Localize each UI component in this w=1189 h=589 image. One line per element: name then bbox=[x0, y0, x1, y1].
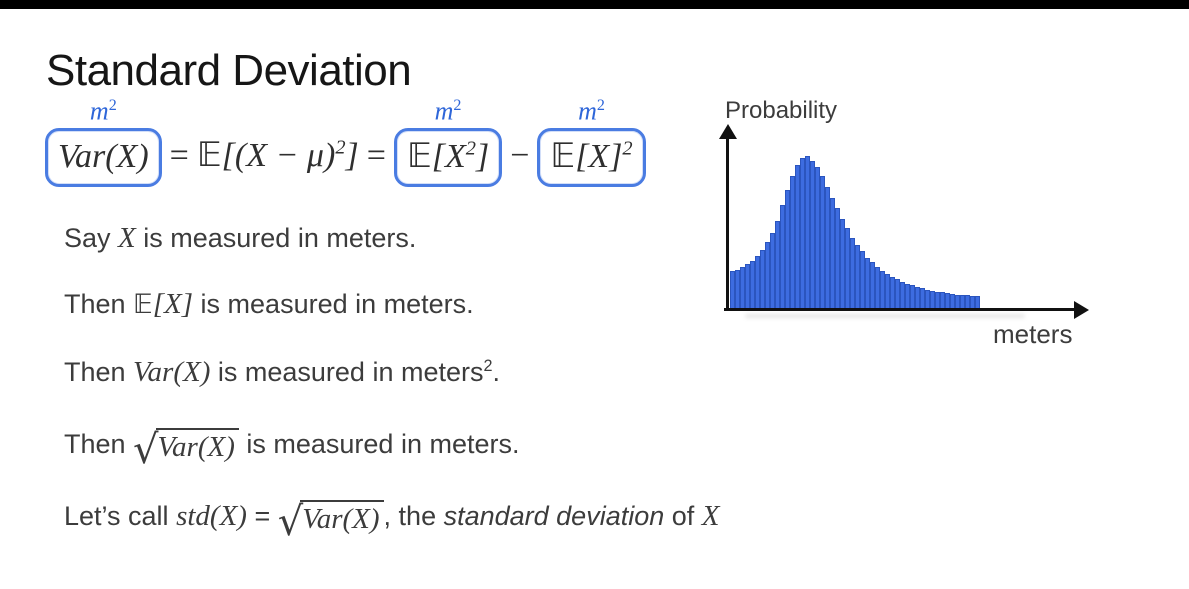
histogram-bar bbox=[795, 165, 800, 310]
histogram-bar bbox=[915, 287, 920, 310]
x-axis-label: meters bbox=[993, 319, 1073, 349]
histogram-bar bbox=[945, 293, 950, 310]
histogram-bar bbox=[775, 221, 780, 310]
histogram-bar bbox=[750, 261, 755, 310]
histogram-bar bbox=[930, 291, 935, 310]
y-axis-line bbox=[726, 138, 729, 311]
radical-icon: √ bbox=[277, 499, 304, 545]
histogram-bar bbox=[895, 279, 900, 310]
histogram-bar bbox=[905, 284, 910, 310]
histogram-bar bbox=[855, 245, 860, 310]
histogram-bar bbox=[965, 295, 970, 310]
histogram-bar bbox=[860, 251, 865, 310]
histogram-bar bbox=[865, 258, 870, 310]
histogram-bar bbox=[840, 219, 845, 310]
histogram-bar bbox=[955, 295, 960, 310]
histogram-bar bbox=[780, 205, 785, 310]
histogram-bar bbox=[815, 167, 820, 310]
histogram-bar bbox=[805, 156, 810, 310]
expectation-squared-group: m2 𝔼[X]2 bbox=[537, 96, 646, 188]
histogram-bar bbox=[900, 282, 905, 310]
minus-sign: − bbox=[510, 136, 530, 174]
radical: √ Var(X) bbox=[133, 428, 239, 470]
histogram-bar bbox=[830, 198, 835, 310]
histogram-bar bbox=[765, 242, 770, 310]
x-axis-arrow-icon bbox=[1074, 301, 1089, 319]
top-letterbox-bar bbox=[0, 0, 1189, 9]
histogram-bar bbox=[790, 176, 795, 310]
histogram-bar bbox=[870, 262, 875, 310]
y-axis-arrow-icon bbox=[719, 124, 737, 139]
histogram-bar bbox=[755, 256, 760, 310]
slide-title: Standard Deviation bbox=[46, 46, 412, 95]
histogram-bar bbox=[940, 292, 945, 310]
expectation-x-squared-box: 𝔼[X2] bbox=[393, 127, 503, 188]
unit-annotation-m2: m2 bbox=[578, 96, 605, 126]
variance-formula: m2 Var(X) = 𝔼[(X − μ)2] = m2 𝔼[X2] − m2 … bbox=[45, 96, 646, 188]
expectation-x-squared-group: m2 𝔼[X2] bbox=[393, 96, 503, 188]
radical-icon: √ bbox=[133, 427, 159, 473]
histogram-bar bbox=[785, 190, 790, 310]
histogram-bar bbox=[960, 295, 965, 310]
variance-term-group: m2 Var(X) bbox=[45, 96, 162, 188]
line-sqrt-variance-meters: Then √ Var(X) is measured in meters. bbox=[64, 427, 520, 473]
histogram-bar bbox=[885, 274, 890, 310]
histogram-bar bbox=[845, 228, 850, 310]
histogram-bar bbox=[975, 296, 980, 310]
line-std-definition: Let’s call std(X) = √ Var(X), the standar… bbox=[64, 499, 720, 545]
histogram-bar bbox=[850, 238, 855, 310]
var-x-term: Var(X) bbox=[58, 137, 149, 175]
histogram-bar bbox=[820, 176, 825, 310]
line-expectation-meters: Then 𝔼[X] is measured in meters. bbox=[64, 288, 474, 320]
histogram-bar bbox=[730, 271, 735, 310]
histogram-bar bbox=[890, 277, 895, 310]
histogram-bar bbox=[880, 271, 885, 310]
histogram-bar bbox=[950, 294, 955, 310]
histogram-bar bbox=[740, 267, 745, 310]
variance-term-box: Var(X) bbox=[45, 127, 162, 188]
equals-sign: = bbox=[366, 136, 386, 174]
histogram-bar bbox=[935, 292, 940, 310]
x-axis-line bbox=[724, 308, 1076, 311]
histogram-bar bbox=[760, 250, 765, 310]
histogram-bar bbox=[970, 296, 975, 310]
histogram-bar bbox=[770, 233, 775, 310]
histogram-bar bbox=[835, 208, 840, 310]
histogram-bars bbox=[730, 156, 980, 310]
probability-histogram: Probability meters bbox=[700, 95, 1130, 375]
histogram-bar bbox=[735, 270, 740, 310]
histogram-bar bbox=[920, 288, 925, 310]
histogram-bar bbox=[825, 187, 830, 310]
equals-sign: = bbox=[169, 136, 189, 174]
line-say-x: Say X is measured in meters. bbox=[64, 222, 417, 254]
histogram-bar bbox=[800, 158, 805, 310]
unit-annotation-m2: m2 bbox=[89, 96, 117, 126]
histogram-bar bbox=[925, 290, 930, 310]
radical: √ Var(X) bbox=[278, 500, 384, 542]
baseline-shadow bbox=[745, 314, 1025, 318]
histogram-bar bbox=[810, 161, 815, 310]
histogram-bar bbox=[875, 267, 880, 310]
unit-annotation-m2: m2 bbox=[434, 96, 462, 126]
expectation-squared-box: 𝔼[X]2 bbox=[537, 127, 646, 188]
line-variance-meters-squared: Then Var(X) is measured in meters2. bbox=[64, 356, 501, 388]
histogram-bar bbox=[910, 285, 915, 310]
expectation-deviation-term: 𝔼[(X − μ)2] bbox=[196, 134, 359, 175]
std-deviation-emphasis: standard deviation bbox=[443, 501, 665, 531]
histogram-bar bbox=[745, 264, 750, 310]
y-axis-label: Probability bbox=[725, 97, 838, 124]
